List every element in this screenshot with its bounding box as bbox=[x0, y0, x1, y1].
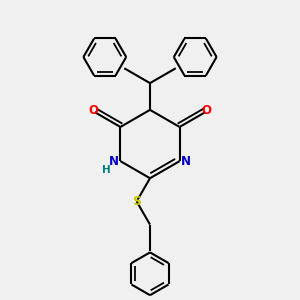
Text: N: N bbox=[181, 154, 191, 168]
Text: N: N bbox=[109, 154, 119, 168]
Text: O: O bbox=[202, 104, 212, 117]
Text: H: H bbox=[102, 165, 111, 175]
Text: S: S bbox=[132, 195, 141, 208]
Text: O: O bbox=[88, 104, 98, 117]
